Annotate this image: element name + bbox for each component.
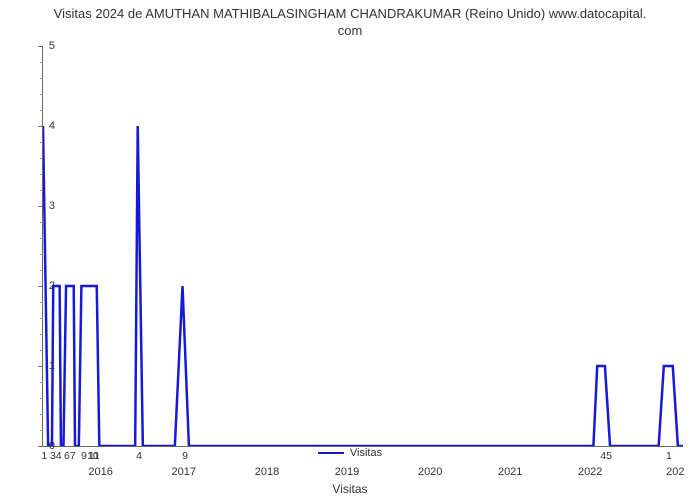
data-line [43, 46, 683, 446]
y-tick-minor [40, 270, 43, 271]
x-year-label: 2021 [498, 466, 522, 478]
y-tick-minor [40, 78, 43, 79]
y-tick-minor [40, 222, 43, 223]
y-tick-minor [40, 382, 43, 383]
y-tick-minor [40, 62, 43, 63]
legend-label: Visitas [350, 447, 382, 459]
y-tick-minor [40, 414, 43, 415]
x-year-label: 2017 [172, 466, 196, 478]
x-axis-title: Visitas [0, 482, 700, 496]
y-tick-minor [40, 190, 43, 191]
x-year-label: 2018 [255, 466, 279, 478]
y-tick-minor [40, 142, 43, 143]
legend: Visitas [0, 444, 700, 462]
chart-title: Visitas 2024 de AMUTHAN MATHIBALASINGHAM… [0, 6, 700, 40]
y-tick-minor [40, 334, 43, 335]
y-tick-minor [40, 174, 43, 175]
title-line1: Visitas 2024 de AMUTHAN MATHIBALASINGHAM… [54, 6, 647, 21]
y-tick-mark [38, 286, 43, 287]
x-year-label: 2019 [335, 466, 359, 478]
y-tick-minor [40, 94, 43, 95]
y-tick-minor [40, 430, 43, 431]
legend-swatch [318, 452, 344, 454]
x-year-label: 2016 [88, 466, 112, 478]
y-tick-mark [38, 206, 43, 207]
y-tick-minor [40, 350, 43, 351]
title-line2: com [338, 23, 363, 38]
y-tick-minor [40, 302, 43, 303]
plot-area: 0123451346791149451102016201720182019202… [42, 46, 683, 447]
y-tick-mark [38, 366, 43, 367]
y-tick-mark [38, 46, 43, 47]
x-year-label: 2020 [418, 466, 442, 478]
y-tick-minor [40, 254, 43, 255]
y-tick-minor [40, 110, 43, 111]
x-year-label: 2022 [578, 466, 602, 478]
y-tick-minor [40, 158, 43, 159]
chart-container: Visitas 2024 de AMUTHAN MATHIBALASINGHAM… [0, 0, 700, 500]
y-tick-minor [40, 318, 43, 319]
y-tick-minor [40, 238, 43, 239]
x-year-label: 202 [666, 466, 684, 478]
y-tick-minor [40, 398, 43, 399]
y-tick-mark [38, 126, 43, 127]
